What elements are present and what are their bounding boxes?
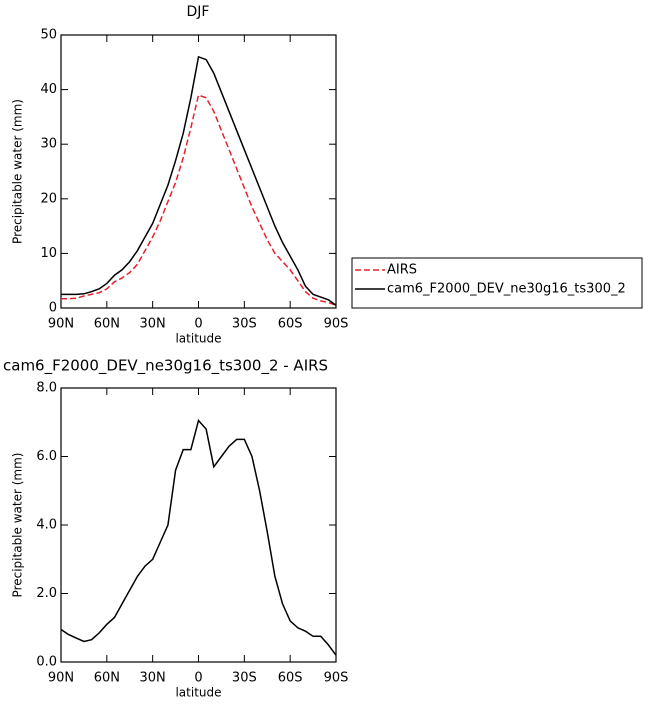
chart-title: cam6_F2000_DEV_ne30g16_ts300_2 - AIRS: [3, 357, 328, 376]
y-tick-label: 0: [49, 301, 57, 316]
y-tick-label: 4.0: [36, 518, 57, 533]
plot-frame: [60, 34, 337, 309]
legend-label: AIRS: [387, 263, 417, 278]
x-tick-label: 60N: [94, 671, 120, 686]
data-line: [61, 94, 337, 306]
y-tick-label: 20: [40, 191, 57, 206]
x-tick-label: 30S: [232, 671, 257, 686]
y-axis-label: Precipitable water (mm): [11, 99, 25, 244]
y-tick-label: 8.0: [36, 381, 57, 396]
x-tick-label: 90N: [48, 671, 74, 686]
y-tick-label: 50: [40, 28, 57, 43]
x-tick-label: 90S: [324, 671, 349, 686]
y-tick-label: 30: [40, 137, 57, 152]
y-tick-label: 2.0: [36, 586, 57, 601]
x-tick-label: 60S: [278, 671, 303, 686]
legend-label: cam6_F2000_DEV_ne30g16_ts300_2: [387, 282, 626, 297]
plot-frame: [60, 387, 337, 663]
x-tick-label: 0: [194, 671, 202, 686]
x-tick-label: 60S: [278, 317, 303, 332]
x-tick-label: 90S: [324, 317, 349, 332]
x-tick-label: 30S: [232, 317, 257, 332]
x-tick-label: 60N: [94, 317, 120, 332]
y-tick-label: 10: [40, 246, 57, 261]
y-axis-label: Precipitable water (mm): [11, 453, 25, 598]
data-line: [61, 55, 337, 306]
x-axis-label: latitude: [175, 686, 221, 700]
x-tick-label: 30N: [140, 671, 166, 686]
data-line: [60, 418, 337, 656]
x-tick-label: 30N: [140, 317, 166, 332]
chart-title: DJF: [187, 4, 210, 20]
y-tick-label: 40: [40, 82, 57, 97]
y-tick-label: 6.0: [36, 449, 57, 464]
y-tick-label: 0.0: [36, 655, 57, 670]
legend-box: [351, 257, 643, 309]
x-tick-label: 90N: [48, 317, 74, 332]
x-axis-label: latitude: [175, 332, 221, 346]
x-tick-label: 0: [194, 317, 202, 332]
